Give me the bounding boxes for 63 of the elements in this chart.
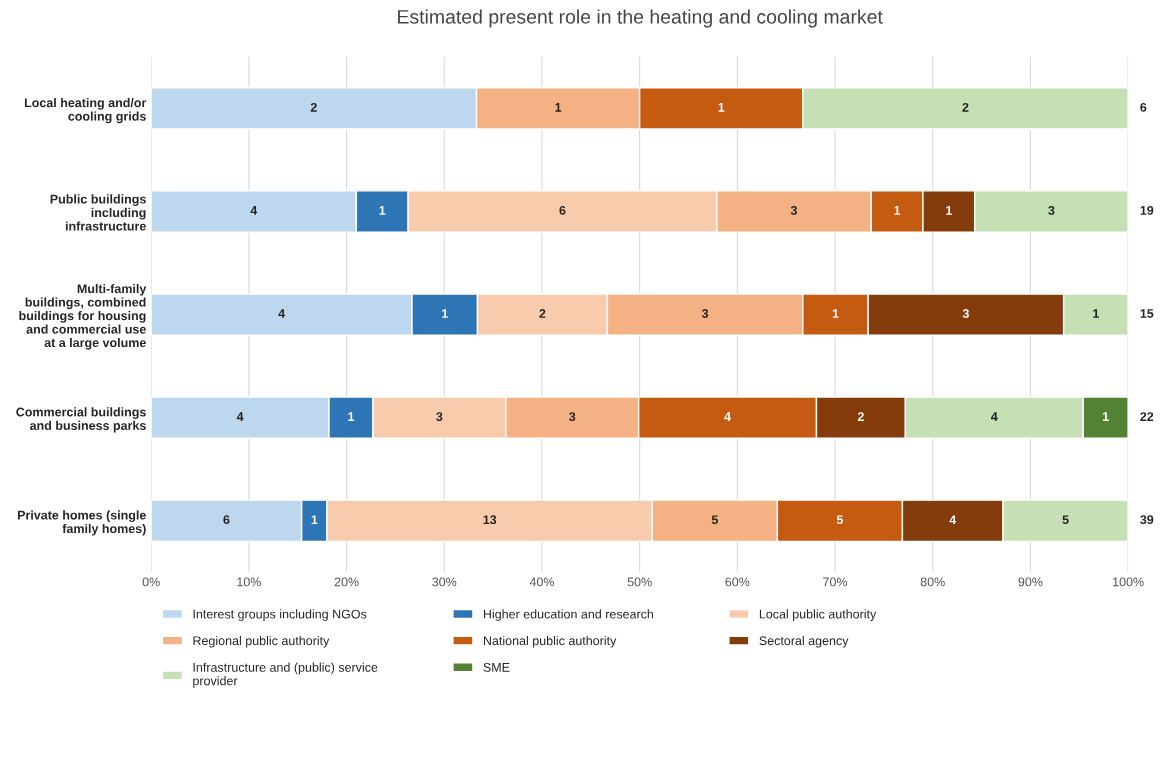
annotation: 6 bbox=[223, 515, 230, 525]
text: 15 bbox=[1140, 309, 1154, 318]
x-tick-label: 30% bbox=[432, 577, 457, 587]
x-tick-label: 60% bbox=[725, 577, 750, 587]
annotation: 4 bbox=[278, 309, 286, 318]
annotation: 1 bbox=[442, 309, 448, 318]
chart-title: Estimated present role in the heating and cooling market bbox=[398, 9, 883, 28]
x-tick-label: 10% bbox=[237, 577, 261, 587]
annotation: 3 bbox=[1048, 205, 1055, 215]
annotation: 2 bbox=[962, 102, 969, 112]
annotation: 1 bbox=[718, 103, 725, 112]
text: 39 bbox=[1140, 515, 1154, 525]
annotation: 4 bbox=[236, 412, 244, 421]
annotation: 5 bbox=[1062, 515, 1069, 525]
legend-label: Infrastructure and (public) service provider bbox=[193, 662, 378, 688]
annotation: 3 bbox=[962, 309, 969, 318]
legend-label: National public authority bbox=[483, 635, 617, 648]
annotation: 1 bbox=[311, 515, 318, 524]
annotation: 2 bbox=[857, 412, 864, 421]
annotation: 6 bbox=[559, 205, 566, 215]
y-tick-label: Commercial buildings and business parks bbox=[16, 407, 146, 433]
x-tick-label: 20% bbox=[334, 577, 359, 587]
annotation: 2 bbox=[310, 102, 317, 112]
x-tick-label: 70% bbox=[823, 577, 848, 587]
x-tick-label: 40% bbox=[529, 577, 555, 587]
legend-label: Regional public authority bbox=[193, 635, 330, 648]
legend-label: Higher education and research bbox=[483, 609, 654, 621]
annotation: 1 bbox=[348, 412, 355, 421]
annotation: 4 bbox=[990, 412, 998, 421]
annotation: 1 bbox=[1093, 309, 1099, 318]
annotation: 2 bbox=[539, 309, 546, 318]
x-tick-label: 80% bbox=[920, 577, 945, 587]
annotation: 4 bbox=[949, 515, 957, 524]
x-tick-label: 90% bbox=[1018, 577, 1043, 587]
annotation: 13 bbox=[483, 515, 497, 525]
annotation: 4 bbox=[724, 412, 731, 421]
legend-label: Local public authority bbox=[759, 609, 877, 621]
text: 6 bbox=[1140, 102, 1147, 112]
annotation: 3 bbox=[436, 412, 443, 422]
text: 22 bbox=[1140, 412, 1154, 421]
annotation: 3 bbox=[569, 412, 576, 422]
legend-label: SME bbox=[483, 662, 510, 672]
y-tick-label: Private homes (single family homes) bbox=[17, 510, 146, 536]
y-tick-label: Multi-family buildings, combined buildings for housing and commercial use at a large volume bbox=[19, 283, 147, 350]
annotation: 4 bbox=[250, 206, 258, 215]
annotation: 1 bbox=[894, 206, 901, 215]
annotation: 3 bbox=[701, 309, 709, 318]
y-tick-label: Public buildings including infrastructure bbox=[50, 194, 146, 231]
x-tick-label: 50% bbox=[627, 577, 652, 587]
annotation: 1 bbox=[946, 206, 952, 215]
annotation: 3 bbox=[790, 205, 798, 215]
annotation: 1 bbox=[1102, 412, 1109, 421]
annotation: 1 bbox=[379, 206, 386, 215]
legend-label: Sectoral agency bbox=[759, 635, 849, 648]
annotation: 5 bbox=[836, 515, 844, 525]
x-tick-label: 100% bbox=[1113, 577, 1144, 587]
annotation: 1 bbox=[555, 103, 562, 112]
legend-label: Interest groups including NGOs bbox=[193, 609, 367, 621]
text: 19 bbox=[1140, 205, 1154, 215]
annotation: 1 bbox=[832, 309, 839, 318]
annotation: 5 bbox=[711, 515, 718, 525]
y-tick-label: Local heating and/or cooling grids bbox=[24, 98, 147, 124]
x-tick-label: 0% bbox=[142, 577, 160, 587]
